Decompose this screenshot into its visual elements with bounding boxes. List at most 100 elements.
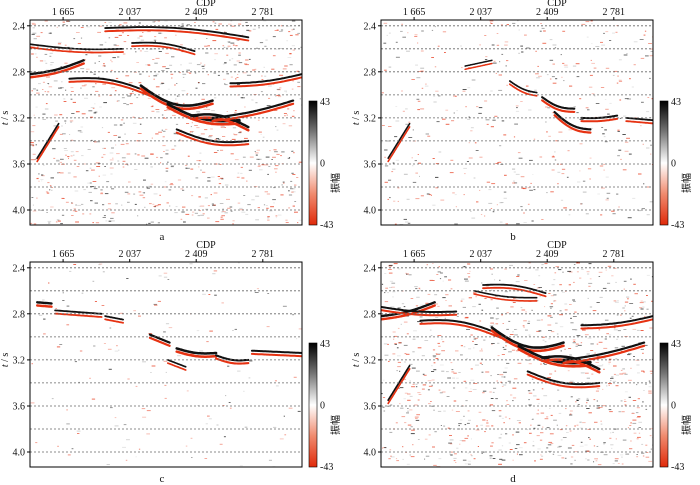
noise-speck (228, 41, 231, 43)
noise-speck (648, 390, 652, 392)
noise-speck (641, 443, 644, 445)
y-tick-label: 4.0 (13, 206, 26, 217)
noise-speck (233, 133, 235, 135)
reflector-negative (68, 80, 151, 97)
noise-speck (651, 300, 653, 302)
reflector-negative (175, 350, 218, 358)
noise-speck (454, 194, 457, 196)
noise-speck (140, 39, 145, 41)
noise-speck (543, 363, 545, 365)
colorbar-title: 振幅 (680, 415, 693, 435)
noise-speck (528, 334, 531, 336)
noise-speck (622, 134, 626, 135)
noise-speck (274, 151, 278, 153)
noise-speck (499, 279, 501, 281)
noise-speck (531, 220, 534, 222)
noise-speck (617, 209, 622, 211)
noise-speck (36, 35, 41, 37)
noise-speck (436, 290, 438, 292)
noise-speck (163, 151, 165, 152)
noise-speck (597, 407, 601, 409)
noise-speck (272, 156, 276, 158)
noise-speck (552, 82, 557, 84)
noise-speck (84, 49, 87, 51)
colorbar-title: 振幅 (680, 173, 693, 193)
noise-speck (586, 399, 589, 401)
noise-speck (561, 173, 565, 175)
noise-speck (122, 166, 125, 168)
noise-speck (599, 165, 604, 167)
noise-speck (431, 365, 433, 367)
noise-speck (143, 179, 146, 181)
noise-speck (216, 138, 219, 140)
noise-speck (418, 394, 422, 395)
noise-speck (138, 448, 141, 450)
noise-speck (275, 217, 277, 219)
noise-speck (591, 23, 593, 24)
noise-speck (218, 178, 220, 180)
noise-speck (102, 204, 105, 206)
noise-speck (275, 126, 277, 128)
noise-speck (490, 90, 493, 92)
reflector-negative (482, 286, 547, 298)
noise-speck (639, 302, 644, 304)
reflector-negative (526, 373, 601, 389)
noise-speck (89, 182, 92, 184)
noise-speck (462, 306, 466, 308)
noise-speck (202, 171, 206, 173)
noise-speck (263, 20, 267, 22)
noise-speck (574, 459, 576, 461)
noise-speck (435, 90, 439, 92)
noise-speck (452, 377, 456, 379)
noise-speck (649, 327, 653, 329)
noise-speck (39, 60, 43, 62)
noise-speck (291, 20, 296, 22)
noise-speck (503, 348, 507, 350)
noise-speck (629, 425, 632, 426)
noise-speck (48, 83, 50, 85)
noise-speck (33, 114, 35, 116)
noise-speck (66, 409, 68, 411)
noise-speck (273, 187, 276, 189)
noise-speck (283, 182, 285, 184)
noise-speck (199, 210, 201, 212)
noise-speck (412, 351, 415, 353)
noise-speck (256, 149, 260, 151)
noise-speck (532, 440, 535, 442)
noise-speck (558, 269, 562, 271)
noise-speck (560, 199, 564, 201)
noise-speck (598, 271, 603, 273)
noise-speck (414, 286, 418, 288)
noise-speck (567, 370, 570, 372)
noise-speck (109, 327, 112, 329)
noise-speck (389, 449, 392, 451)
noise-speck (94, 103, 96, 105)
noise-speck (546, 427, 550, 429)
noise-speck (498, 449, 502, 451)
noise-speck (197, 405, 199, 406)
noise-speck (478, 411, 482, 413)
noise-speck (421, 30, 424, 32)
noise-speck (162, 66, 166, 68)
noise-speck (504, 41, 509, 43)
noise-speck (554, 272, 557, 274)
noise-speck (541, 264, 544, 266)
noise-speck (202, 213, 205, 215)
noise-speck (231, 138, 236, 140)
noise-speck (482, 419, 486, 421)
noise-speck (32, 145, 35, 147)
noise-speck (120, 143, 125, 145)
noise-speck (456, 377, 459, 379)
noise-speck (30, 402, 35, 404)
noise-speck (446, 396, 450, 397)
noise-speck (47, 91, 50, 93)
noise-speck (388, 126, 392, 127)
noise-speck (289, 157, 291, 159)
noise-speck (636, 454, 638, 455)
noise-speck (127, 378, 130, 380)
colorbar-min-label: -43 (320, 462, 333, 473)
noise-speck (388, 66, 392, 68)
noise-speck (624, 401, 627, 402)
noise-speck (547, 377, 551, 379)
noise-speck (555, 78, 558, 80)
